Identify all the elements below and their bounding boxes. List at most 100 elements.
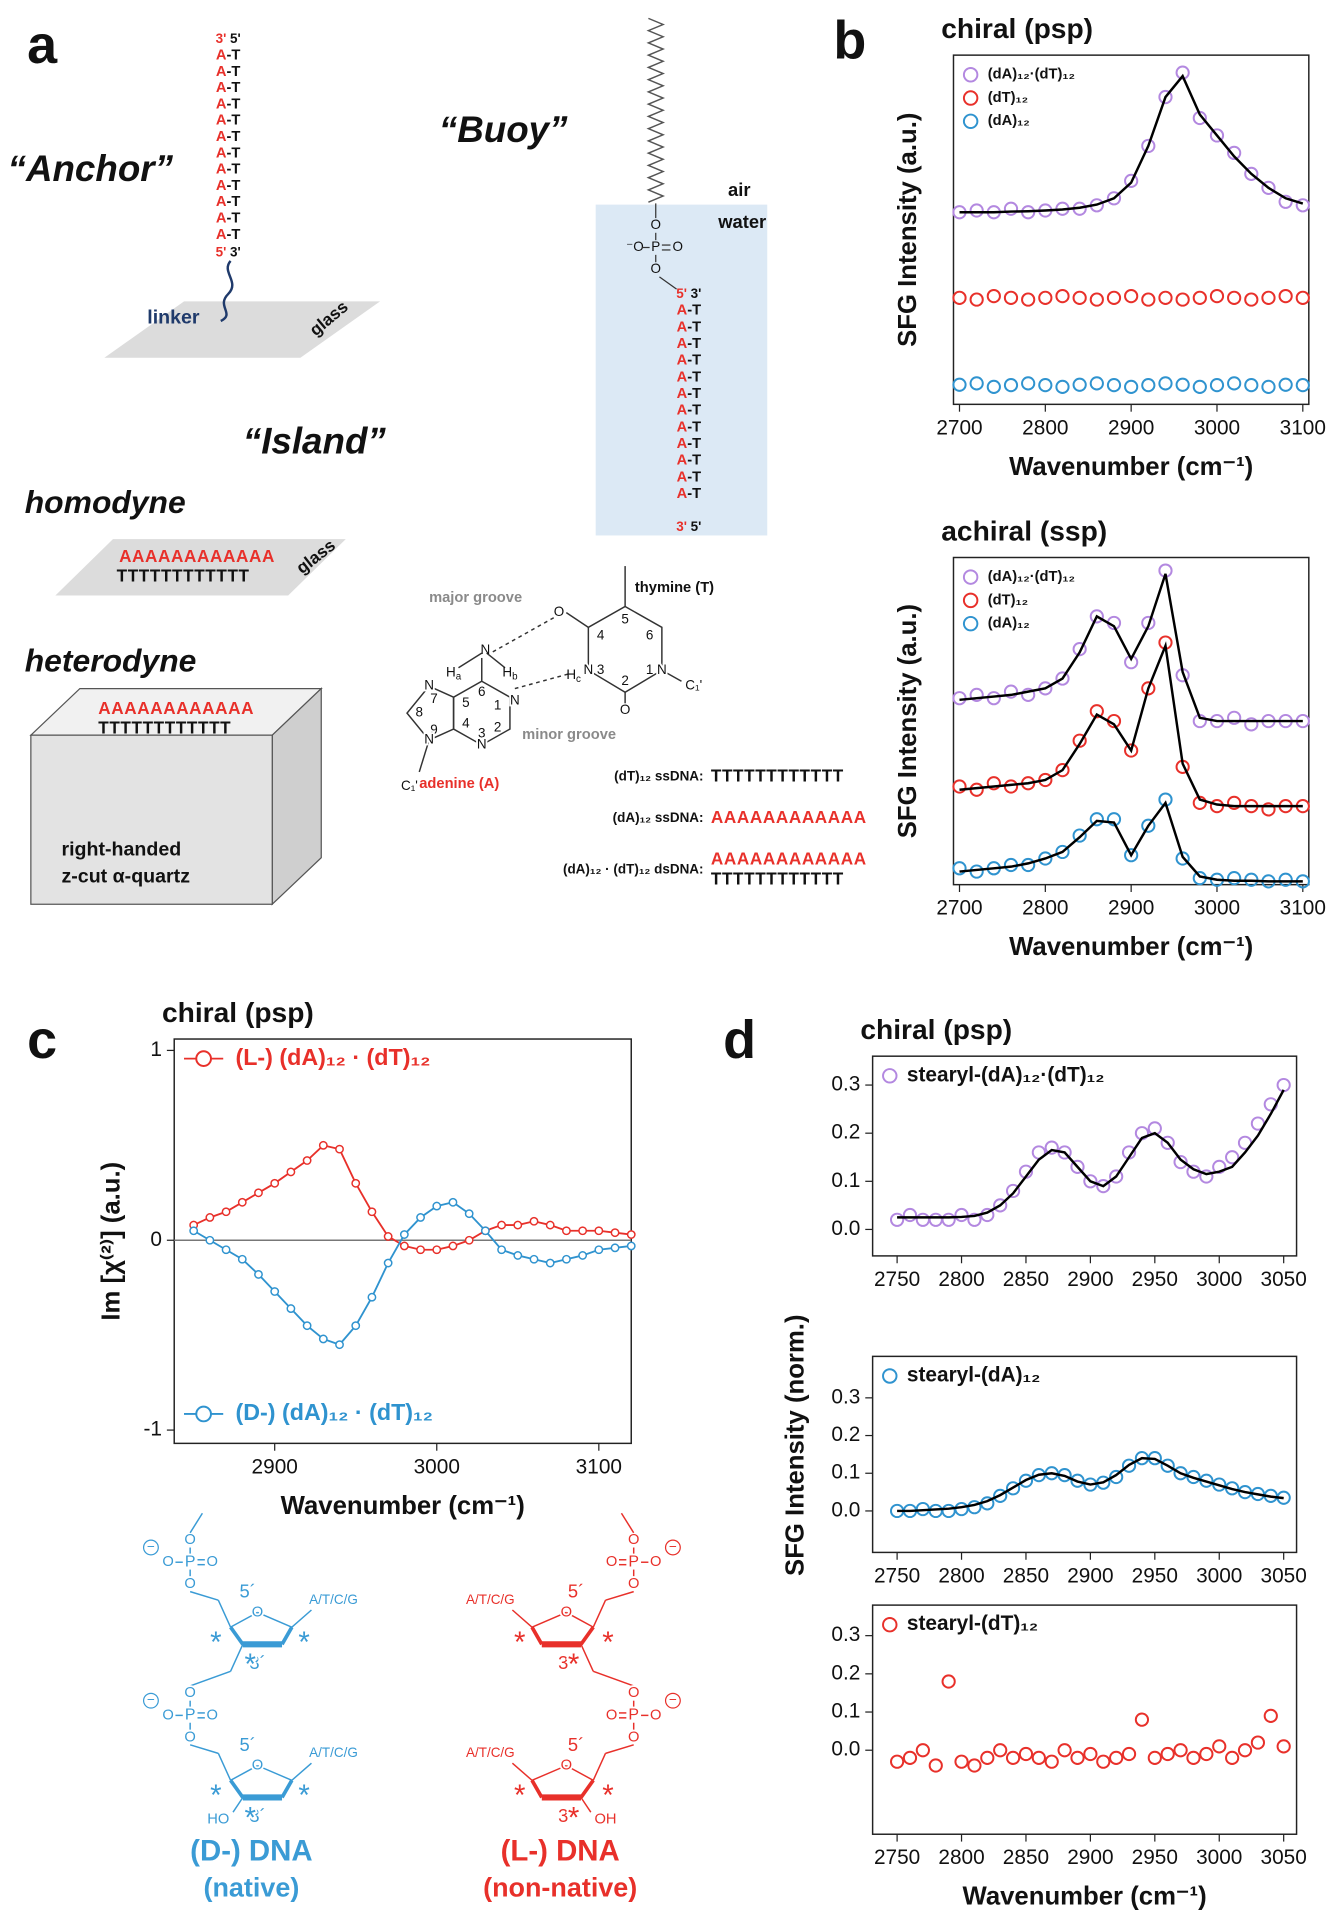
structure-label: A/T/C/G	[466, 1592, 515, 1607]
data-point	[1261, 290, 1276, 305]
data-point	[1261, 379, 1276, 394]
x-tick-label: 3000	[1194, 897, 1240, 920]
atom-h: H	[566, 667, 576, 682]
x-tick-label: 2850	[1003, 1268, 1049, 1291]
base-pair-label: A-T	[216, 227, 241, 243]
structure-label: O	[561, 1604, 572, 1620]
data-point	[967, 1212, 982, 1227]
data-point	[432, 1245, 442, 1255]
data-point	[1089, 609, 1104, 624]
base-t: -T	[226, 96, 240, 112]
data-point	[1057, 1743, 1072, 1758]
y-tick-label: 0.2	[831, 1423, 860, 1446]
data-point	[1106, 378, 1122, 393]
strand-label: 3' 5'	[676, 518, 701, 533]
data-point	[1227, 870, 1242, 886]
bond	[232, 1797, 244, 1813]
base-a: A	[677, 469, 688, 485]
base-pair-label: A-T	[216, 194, 241, 210]
bond	[580, 1797, 592, 1813]
data-point	[448, 1241, 458, 1251]
base-t: -T	[226, 194, 240, 210]
base-pair-label: A-T	[216, 161, 241, 177]
legend-label: stearyl-(dT)₁₂	[907, 1612, 1038, 1635]
base-t: -T	[687, 369, 701, 385]
chart-title: achiral (ssp)	[941, 514, 1107, 546]
data-point	[1209, 378, 1225, 393]
data-point	[1070, 1750, 1085, 1765]
data-point	[1106, 812, 1122, 827]
structure-label: O	[561, 1758, 572, 1774]
y-tick-label: 1	[150, 1038, 162, 1061]
data-point	[928, 1758, 943, 1773]
charge-circle	[142, 1692, 159, 1709]
anchor-title: “Anchor”	[8, 148, 174, 189]
base-pair-label: A-T	[216, 47, 241, 63]
bond	[592, 1599, 607, 1628]
data-point	[1003, 290, 1019, 305]
legend-marker	[882, 1368, 898, 1384]
atom-label: 1	[646, 662, 654, 677]
bond	[605, 1744, 634, 1755]
data-point	[1278, 194, 1293, 209]
buoy-title: “Buoy”	[439, 109, 568, 150]
charge-circle	[664, 1692, 681, 1709]
structure-label: O	[606, 1554, 617, 1570]
linker-label: linker	[147, 307, 200, 329]
data-point	[1199, 1746, 1214, 1762]
data-point	[1072, 733, 1087, 748]
y-tick-label: 0.0	[831, 1498, 860, 1521]
data-point	[1175, 851, 1190, 866]
atom-label: 7	[430, 691, 438, 706]
data-point	[993, 1198, 1008, 1213]
data-point	[1295, 198, 1310, 213]
legend-label: (D-) (dA)₁₂ · (dT)₁₂	[235, 1399, 433, 1425]
bond	[257, 1611, 293, 1628]
x-tick-label: 3050	[1261, 1564, 1307, 1587]
data-point	[1250, 1735, 1266, 1750]
base-a: A	[677, 419, 688, 435]
legend-marker	[962, 615, 979, 632]
bond	[531, 1764, 567, 1781]
charge-circle	[142, 1539, 159, 1556]
sequence: TTTTTTTTTTTT	[711, 765, 844, 785]
strand-3-end: 3'	[691, 286, 702, 301]
data-point	[1072, 641, 1087, 657]
structure-label: O	[184, 1532, 195, 1548]
fit-line	[959, 573, 1303, 723]
data-point	[221, 1207, 231, 1217]
data-point	[1160, 1746, 1175, 1762]
fit-line	[959, 800, 1303, 883]
bond	[486, 652, 506, 669]
data-point	[513, 1251, 523, 1260]
fit-line	[959, 73, 1304, 214]
data-point	[1175, 292, 1190, 307]
bond	[418, 739, 430, 773]
data-point	[1038, 378, 1053, 393]
y-tick-label: 0.0	[831, 1217, 860, 1240]
data-point	[286, 1167, 296, 1177]
structure-label: O	[252, 1758, 263, 1774]
atom-label: 5	[621, 612, 629, 627]
base-t: -T	[687, 436, 701, 452]
base-a: A	[216, 113, 227, 129]
strand-5-end: 3'	[676, 518, 687, 533]
data-point	[1124, 848, 1139, 863]
data-point	[1070, 1159, 1085, 1174]
data-point	[1212, 1739, 1227, 1754]
atom-label: Hb	[502, 664, 518, 682]
y-tick-label: 0.3	[831, 1073, 860, 1096]
data-point	[1263, 1708, 1278, 1723]
atom-label: N	[657, 662, 667, 677]
data-point	[335, 1144, 344, 1154]
groove-label: major groove	[429, 590, 522, 606]
base-t: -T	[226, 47, 240, 63]
thymine-label: thymine (T)	[635, 580, 714, 596]
data-point	[1124, 379, 1139, 394]
data-point	[1186, 1750, 1201, 1765]
data-point	[270, 1287, 280, 1296]
stereocenter-mark: *	[568, 1801, 579, 1834]
sequence-label: (dT)₁₂ ssDNA:	[614, 768, 703, 783]
data-point	[205, 1213, 215, 1222]
data-point	[302, 1321, 312, 1331]
